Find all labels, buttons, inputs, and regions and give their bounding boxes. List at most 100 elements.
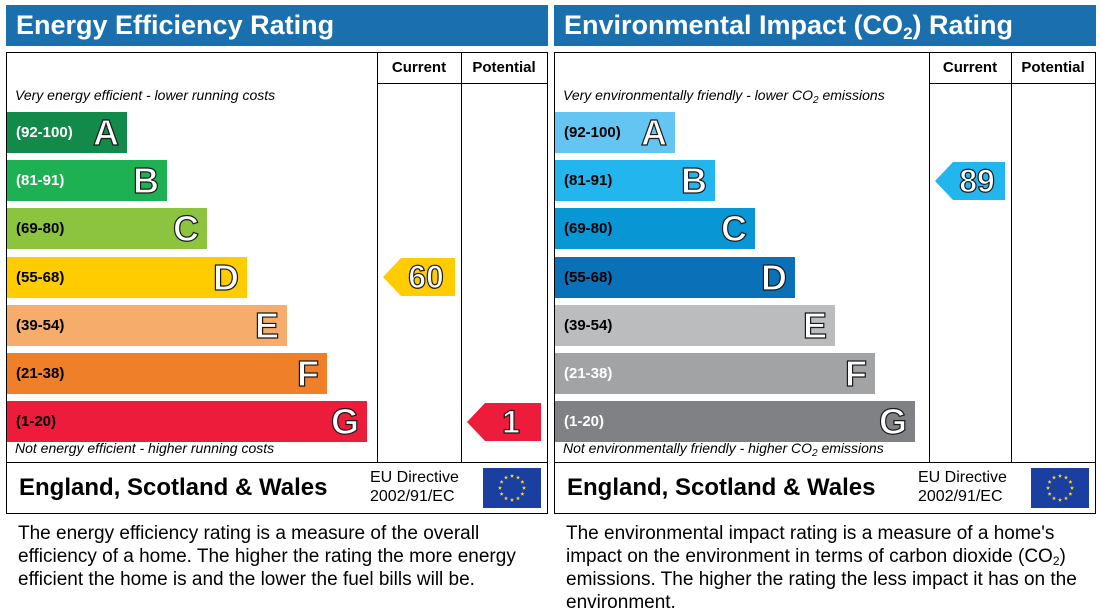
band-letter: C [172, 208, 199, 250]
marker-value: 1 [501, 403, 520, 440]
band-letter: F [296, 352, 319, 394]
marker-arrow-shape [383, 258, 455, 297]
energy-efficiency-panel: Energy Efficiency Rating Current Potenti… [6, 5, 548, 616]
band-letter: E [802, 304, 827, 346]
band-e: (39-54) E [555, 304, 835, 346]
column-divider [1011, 53, 1012, 462]
footer: England, Scotland & Wales EU Directive 2… [554, 462, 1096, 514]
eu-directive-line2: 2002/91/EC [918, 488, 1003, 505]
eu-star [1051, 496, 1057, 501]
band-a: (92-100) A [555, 111, 675, 154]
eu-star [1068, 479, 1073, 484]
band-range-label: (81-91) [564, 172, 613, 190]
eu-star [1063, 496, 1069, 501]
eu-star [1047, 491, 1052, 496]
band-letter: C [720, 208, 747, 250]
footer-country: England, Scotland & Wales [19, 474, 328, 501]
eu-star [521, 485, 527, 490]
top-caption: Very environmentally friendly - lower CO… [563, 87, 885, 106]
rating-chart: Current Potential Very environmentally f… [554, 52, 1096, 463]
band-g: (1-20) G [555, 401, 915, 443]
eu-star [497, 485, 503, 490]
band-range-label: (81-91) [16, 172, 65, 190]
band-f: (21-38) F [555, 352, 875, 395]
marker-arrow [467, 402, 541, 441]
band-letter: A [92, 111, 119, 153]
band-c: (69-80) C [7, 208, 207, 250]
eu-star [1063, 475, 1069, 480]
band-range-label: (39-54) [564, 316, 613, 334]
band-range-label: (55-68) [16, 268, 65, 286]
band-d: (55-68) D [7, 256, 247, 298]
band-letter: E [254, 304, 279, 346]
footer: England, Scotland & Wales EU Directive 2… [6, 462, 548, 514]
eu-star [1057, 497, 1063, 502]
marker-value: 60 [408, 258, 445, 296]
marker-value: 89 [959, 162, 996, 199]
eu-star [503, 475, 509, 480]
marker-arrow [383, 258, 455, 297]
panel-title: Environmental Impact (CO2) Rating [554, 5, 1096, 46]
eu-star [1045, 485, 1051, 490]
band-letter: D [760, 256, 787, 298]
rating-chart: Current Potential Very energy efficient … [6, 52, 548, 463]
eu-directive: EU Directive 2002/91/EC [370, 468, 459, 506]
column-header-current: Current [391, 59, 447, 76]
marker-arrow-shape [935, 161, 1005, 200]
band-range-label: (39-54) [16, 316, 65, 334]
eu-star [509, 497, 515, 502]
band-g: (1-20) G [7, 401, 367, 443]
band-range-label: (92-100) [16, 124, 73, 141]
column-divider [929, 53, 930, 462]
column-header-current: Current [942, 59, 998, 76]
rating-marker-current: 60 [383, 258, 455, 297]
band-e: (39-54) E [7, 304, 287, 346]
energy-description: The energy efficiency rating is a measur… [18, 523, 516, 590]
band-range-label: (69-80) [16, 220, 65, 238]
eu-directive-line2: 2002/91/EC [370, 488, 455, 505]
eu-directive-line1: EU Directive [370, 469, 459, 486]
band-f: (21-38) F [7, 352, 327, 395]
eu-star [499, 491, 504, 496]
marker-arrow-shape [467, 402, 541, 441]
band-b: (81-91) B [555, 160, 715, 202]
eu-directive: EU Directive 2002/91/EC [918, 468, 1007, 506]
band-range-label: (1-20) [16, 413, 57, 431]
band-letter: D [212, 256, 239, 298]
eu-star [1068, 491, 1073, 496]
eu-star [1069, 485, 1075, 490]
top-caption: Very energy efficient - lower running co… [15, 87, 276, 103]
column-header-potential: Potential [472, 59, 536, 76]
band-letter: B [680, 160, 707, 202]
eu-star [499, 479, 504, 484]
band-range-label: (21-38) [16, 365, 65, 382]
eu-star [509, 473, 515, 478]
column-divider [377, 53, 378, 462]
column-divider [461, 53, 462, 462]
band-range-label: (1-20) [564, 413, 605, 431]
header-divider [929, 83, 1095, 84]
footer-country: England, Scotland & Wales [567, 474, 876, 501]
eu-directive-line1: EU Directive [918, 469, 1007, 486]
eu-star [1051, 475, 1057, 480]
band-letter: G [330, 401, 359, 443]
eu-star [515, 496, 521, 501]
rating-marker-potential: 1 [467, 402, 541, 441]
rating-marker-current: 89 [935, 161, 1005, 200]
band-a: (92-100) A [7, 111, 127, 154]
eu-flag-icon [1031, 468, 1089, 508]
band-b: (81-91) B [7, 160, 167, 202]
band-letter: A [640, 111, 667, 153]
bottom-caption: Not environmentally friendly - higher CO… [563, 440, 884, 459]
band-letter: B [132, 160, 159, 202]
eu-star [503, 496, 509, 501]
bottom-caption: Not energy efficient - higher running co… [15, 440, 275, 456]
band-letter: F [844, 352, 867, 394]
band-letter: G [878, 401, 907, 443]
header-divider [377, 83, 547, 84]
eu-star [520, 491, 525, 496]
band-range-label: (55-68) [564, 268, 613, 286]
environment-description: The environmental impact rating is a mea… [566, 523, 1077, 613]
column-header-potential: Potential [1021, 59, 1085, 76]
marker-arrow [935, 161, 1005, 200]
